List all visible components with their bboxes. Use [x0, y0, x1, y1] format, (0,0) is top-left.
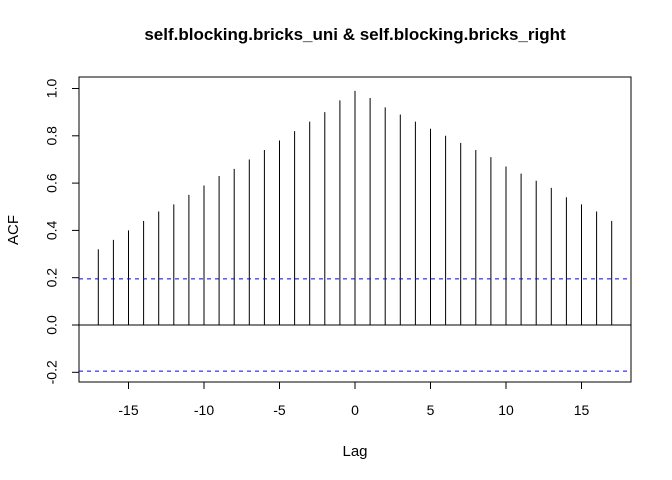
chart-title: self.blocking.bricks_uni & self.blocking… [144, 25, 566, 44]
y-tick-label: 0.2 [44, 268, 60, 288]
y-tick-label: 0.8 [44, 126, 60, 146]
x-tick-label: 5 [427, 402, 435, 418]
y-axis-label: ACF [5, 215, 22, 245]
x-tick-label: -10 [194, 402, 214, 418]
x-tick-label: 10 [498, 402, 514, 418]
acf-bars [97, 90, 613, 325]
y-tick-label: 0.4 [44, 220, 60, 240]
x-axis-label: Lag [342, 443, 367, 460]
y-axis: -0.2 0.0 0.2 0.4 0.6 0.8 1.0 [44, 79, 80, 384]
x-tick-label: 15 [574, 402, 590, 418]
x-axis: -15 -10 -5 0 5 10 15 [118, 381, 590, 418]
y-tick-label: 0.6 [44, 173, 60, 193]
y-tick-label: -0.2 [44, 360, 60, 384]
y-tick-label: 1.0 [44, 79, 60, 99]
x-tick-label: -5 [273, 402, 286, 418]
y-tick-label: 0.0 [44, 315, 60, 335]
x-tick-label: -15 [118, 402, 138, 418]
x-tick-label: 0 [351, 402, 359, 418]
confidence-bounds [79, 278, 631, 372]
